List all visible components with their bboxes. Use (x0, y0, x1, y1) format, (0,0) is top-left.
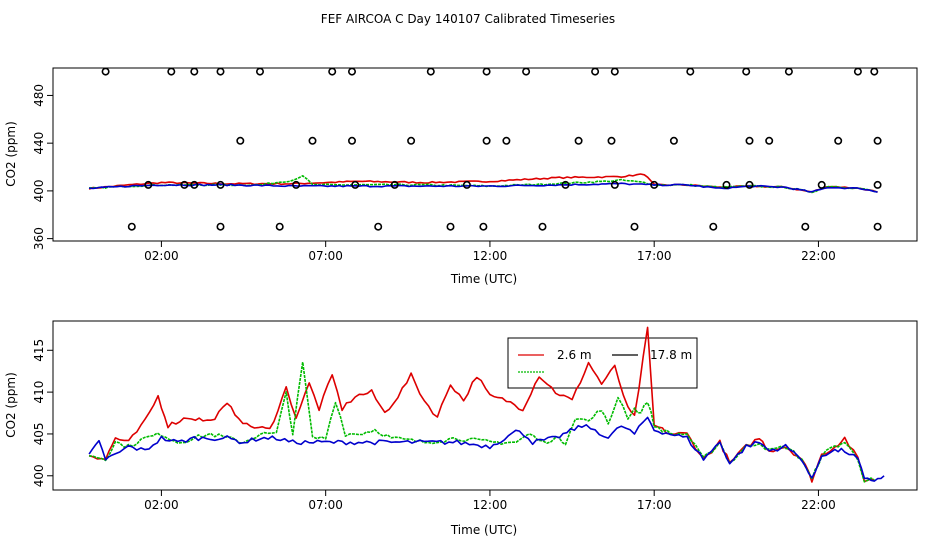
calibration-point (482, 136, 491, 145)
calibration-point (742, 67, 751, 76)
calibration-point (347, 67, 356, 76)
top-x-tick-label: 07:00 (308, 249, 343, 263)
calibration-point (101, 67, 110, 76)
calibration-point (374, 222, 383, 231)
top-series-2-6-m (88, 173, 878, 193)
calibration-point (873, 136, 882, 145)
calibration-point (745, 136, 754, 145)
bottom-panel: Time (UTC) CO2 (ppm) 2.6 m 17.8 m 02:00 0… (4, 320, 918, 537)
calibration-point (722, 180, 731, 189)
calibration-point (446, 222, 455, 231)
calibration-point (407, 136, 416, 145)
calibration-point (817, 180, 826, 189)
calibration-point (180, 180, 189, 189)
calibration-point (328, 67, 337, 76)
legend-label-2-6m: 2.6 m (557, 348, 592, 362)
top-y-tick-label: 360 (32, 227, 46, 250)
calibration-point (347, 136, 356, 145)
legend-label-17-8m: 17.8 m (650, 348, 692, 362)
calibration-point (630, 222, 639, 231)
calibration-point (834, 136, 843, 145)
calibration-point (426, 67, 435, 76)
bottom-x-tick-label: 12:00 (473, 498, 508, 512)
calibration-point (167, 67, 176, 76)
bottom-x-tick-label: 17:00 (637, 498, 672, 512)
calibration-point (650, 180, 659, 189)
top-y-tick-label: 480 (32, 84, 46, 107)
bottom-y-axis-title: CO2 (ppm) (4, 372, 18, 438)
calibration-point (190, 180, 199, 189)
calibration-point (482, 67, 491, 76)
calibration-point (236, 136, 245, 145)
calibration-point (873, 180, 882, 189)
bottom-y-tick-label: 400 (32, 464, 46, 487)
calibration-point (610, 180, 619, 189)
top-y-tick-label: 440 (32, 132, 46, 155)
bottom-y-tick-label: 410 (32, 381, 46, 404)
calibration-point (255, 67, 264, 76)
calibration-point (216, 67, 225, 76)
calibration-point (765, 136, 774, 145)
calibration-point (308, 136, 317, 145)
calibration-point (709, 222, 718, 231)
top-x-tick-label: 02:00 (144, 249, 179, 263)
calibration-point (351, 180, 360, 189)
calibration-point (669, 136, 678, 145)
calibration-point (607, 136, 616, 145)
calibration-point (144, 180, 153, 189)
calibration-point (873, 222, 882, 231)
top-x-tick-label: 17:00 (637, 249, 672, 263)
top-y-axis-title: CO2 (ppm) (4, 121, 18, 187)
bottom-x-tick-label: 07:00 (308, 498, 343, 512)
bottom-x-axis-title: Time (UTC) (450, 523, 517, 537)
legend-box (507, 337, 698, 389)
bottom-plot-frame (52, 320, 918, 491)
bottom-series-17-8-m (88, 416, 885, 482)
calibration-point (745, 180, 754, 189)
calibration-point (686, 67, 695, 76)
bottom-y-tick-label: 405 (32, 422, 46, 445)
calibration-point (216, 222, 225, 231)
top-x-tick-label: 12:00 (473, 249, 508, 263)
calibration-point (574, 136, 583, 145)
calibration-point (275, 222, 284, 231)
calibration-point (502, 136, 511, 145)
calibration-point (538, 222, 547, 231)
calibration-point (522, 67, 531, 76)
calibration-point (127, 222, 136, 231)
calibration-point (561, 180, 570, 189)
top-plot-frame (52, 67, 918, 242)
calibration-point (801, 222, 810, 231)
calibration-point (462, 180, 471, 189)
calibration-point (853, 67, 862, 76)
calibration-point (479, 222, 488, 231)
calibration-point (292, 180, 301, 189)
calibration-point (784, 67, 793, 76)
calibration-point (870, 67, 879, 76)
bottom-series-9-5-m (89, 361, 875, 483)
top-series-17-8-m (89, 182, 878, 193)
bottom-x-tick-label: 02:00 (144, 498, 179, 512)
calibration-point (390, 180, 399, 189)
legend: 2.6 m 17.8 m (507, 337, 698, 389)
calibration-point (610, 67, 619, 76)
top-panel: Time (UTC) CO2 (ppm) 02:00 07:00 12:00 17:0… (4, 67, 918, 286)
top-x-axis-title: Time (UTC) (450, 272, 517, 286)
calibration-point (591, 67, 600, 76)
top-x-tick-label: 22:00 (801, 249, 836, 263)
calibration-point (190, 67, 199, 76)
bottom-series-2-6-m (88, 326, 875, 483)
bottom-x-tick-label: 22:00 (801, 498, 836, 512)
calibration-point (216, 180, 225, 189)
top-y-tick-label: 400 (32, 179, 46, 202)
bottom-y-tick-label: 415 (32, 339, 46, 362)
figure-title: FEF AIRCOA C Day 140107 Calibrated Times… (321, 12, 615, 26)
